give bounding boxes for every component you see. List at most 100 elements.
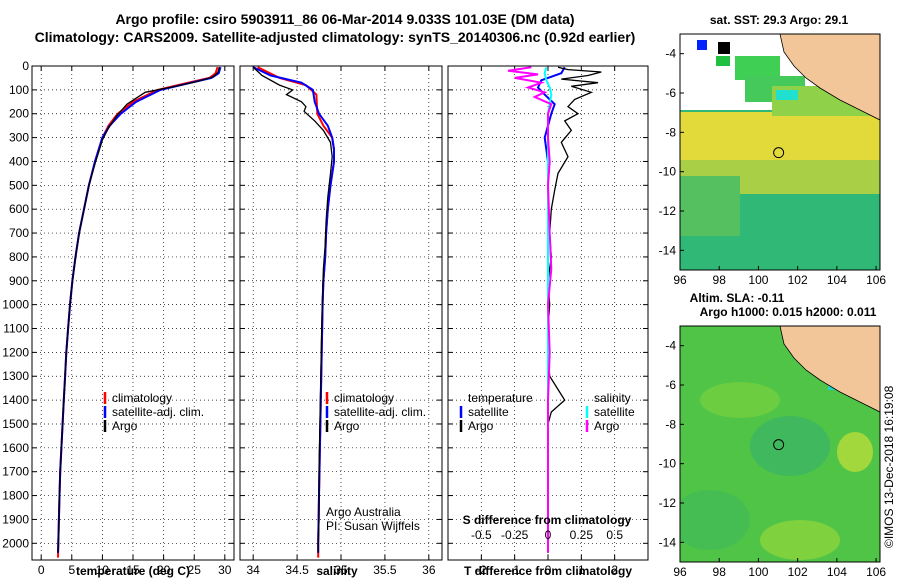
sla-map-xtick-label: 104: [827, 565, 847, 579]
depth-tick-label: 1500: [2, 417, 29, 431]
depth-tick-label: 100: [9, 83, 29, 97]
temp-xtick-label: 25: [188, 563, 202, 577]
sst-land: [779, 34, 880, 121]
salinity-annotation-line2: PI: Susan Wijffels: [326, 519, 420, 533]
sst-patch-black: [718, 42, 730, 54]
temp-xtick-label: 5: [68, 563, 75, 577]
diff-xtick-label: -1: [509, 563, 520, 577]
sst-map-xtick-label: 106: [866, 273, 886, 287]
depth-tick-label: 800: [9, 250, 29, 264]
sal-xtick-label: 34: [246, 563, 260, 577]
diff-xtick-label: 0: [545, 563, 552, 577]
diff-xtick-label: 2: [611, 563, 618, 577]
depth-tick-label: 0: [22, 59, 29, 73]
sla-map-title: Altim. SLA: -0.11: [690, 291, 785, 305]
diff-legend-label-s-argo: Argo: [594, 419, 620, 433]
sal-xtick-label: 35.5: [373, 563, 397, 577]
diff-top-tick-label: -0.25: [501, 528, 529, 542]
temp-xtick-label: 30: [218, 563, 232, 577]
sla-high-patch-3: [760, 520, 840, 560]
depth-tick-label: 300: [9, 131, 29, 145]
sst-map-xtick-label: 104: [827, 273, 847, 287]
sla-argo-marker: [773, 439, 785, 451]
sal-frame: [239, 65, 443, 561]
sst-map-ytick-label: -4: [665, 47, 676, 61]
depth-tick-label: 1400: [2, 393, 29, 407]
sal-legend-label-satellite: satellite-adj. clim.: [334, 405, 426, 419]
depth-tick-label: 700: [9, 226, 29, 240]
salinity-panel: 34 34.5 35 35.5 36 salinity: [239, 65, 443, 578]
figure-title-line2: Climatology: CARS2009. Satellite-adjuste…: [35, 29, 636, 45]
depth-tick-label: 600: [9, 202, 29, 216]
figure-title-line1: Argo profile: csiro 5903911_86 06-Mar-20…: [115, 11, 574, 27]
sla-map-xtick-label: 100: [748, 565, 768, 579]
depth-tick-label: 400: [9, 154, 29, 168]
sst-map: [680, 34, 880, 270]
credit-stamp: ©IMOS 13-Dec-2018 16:19:08: [882, 385, 896, 548]
diff-xlabel: T difference from climatology: [464, 564, 632, 578]
temp-xtick-label: 15: [126, 563, 140, 577]
depth-tick-label: 900: [9, 274, 29, 288]
sla-map-xtick-label: 98: [713, 565, 727, 579]
sst-map-frame: [679, 33, 881, 271]
sst-map-ytick-label: -8: [665, 125, 676, 139]
temp-series-satellite: [57, 66, 222, 553]
diff-xtick-label: -2: [476, 563, 487, 577]
sla-map: [680, 326, 880, 562]
diff-frame: [447, 65, 649, 561]
temp-frame: [31, 65, 235, 561]
diff-top-axis-ticks: -0.5 -0.25 0 0.25 0.5: [471, 528, 623, 542]
sla-map-ytick-label: -4: [665, 339, 676, 353]
sla-map-ytick-label: -14: [659, 535, 677, 549]
sst-map-title: sat. SST: 29.3 Argo: 29.1: [710, 13, 849, 27]
sst-map-ytick-label: -6: [665, 86, 676, 100]
sla-map-frame: [679, 325, 881, 563]
sla-map-subtitle: Argo h1000: 0.015 h2000: 0.011: [700, 305, 877, 319]
diff-legend-title-salinity: salinity: [594, 391, 631, 405]
depth-tick-label: 1000: [2, 298, 29, 312]
sst-patch-blue: [697, 40, 707, 50]
depth-tick-label: 1100: [3, 322, 29, 336]
temp-xtick-label: 0: [38, 563, 45, 577]
sst-map-ytick-label: -12: [659, 204, 677, 218]
sal-legend-label-climatology: climatology: [334, 391, 394, 405]
diff-top-axis-label: S difference from climatology: [463, 513, 632, 527]
sal-xtick-label: 35: [334, 563, 348, 577]
sst-argo-marker: [773, 147, 785, 159]
depth-tick-label: 1600: [2, 441, 29, 455]
sla-map-ticks: 96 98 100 102 104 106 -4 -6 -8 -10 -12 -14: [659, 339, 887, 579]
diff-top-tick-label: 0: [545, 528, 552, 542]
sst-map-ticks: 96 98 100 102 104 106 -4 -6 -8 -10 -12 -14: [659, 47, 887, 287]
sst-map-xtick-label: 98: [713, 273, 727, 287]
sla-map-xtick-label: 96: [673, 565, 687, 579]
legend-label-satellite: satellite-adj. clim.: [112, 405, 204, 419]
depth-tick-label: 1800: [2, 489, 29, 503]
sla-map-xtick-label: 102: [788, 565, 808, 579]
diff-legend-title-temperature: temperature: [468, 391, 533, 405]
diff-legend-label-t-satellite: satellite: [468, 405, 509, 419]
sla-map-ytick-label: -8: [665, 417, 676, 431]
sla-high-patch-2: [700, 382, 780, 418]
depth-tick-label: 1700: [2, 465, 29, 479]
temp-xtick-label: 20: [157, 563, 171, 577]
temp-xtick-label: 10: [96, 563, 110, 577]
diff-series-s-argo: [507, 66, 553, 553]
temperature-legend: climatology satellite-adj. clim. Argo: [103, 391, 204, 433]
difference-panel: -2 -1 0 1 2T difference from climatology: [447, 65, 649, 578]
sal-legend-label-argo: Argo: [334, 419, 360, 433]
sst-patch-cyan: [776, 90, 798, 100]
sla-low-patch-2: [680, 490, 750, 550]
depth-tick-label: 1900: [2, 512, 29, 526]
sal-xtick-label: 36: [422, 563, 436, 577]
sal-xtick-label: 34.5: [285, 563, 309, 577]
sst-map-ytick-label: -10: [659, 165, 677, 179]
difference-legend: temperature satellite Argo salinity sate…: [459, 391, 635, 433]
sla-land: [779, 326, 880, 413]
salinity-legend: climatology satellite-adj. clim. Argo: [325, 391, 426, 433]
diff-legend-label-t-argo: Argo: [468, 419, 494, 433]
sla-map-ytick-label: -12: [659, 496, 677, 510]
sla-high-patch-1: [837, 432, 873, 472]
sla-low-patch-1: [750, 416, 830, 476]
sst-map-ytick-label: -14: [659, 243, 677, 257]
